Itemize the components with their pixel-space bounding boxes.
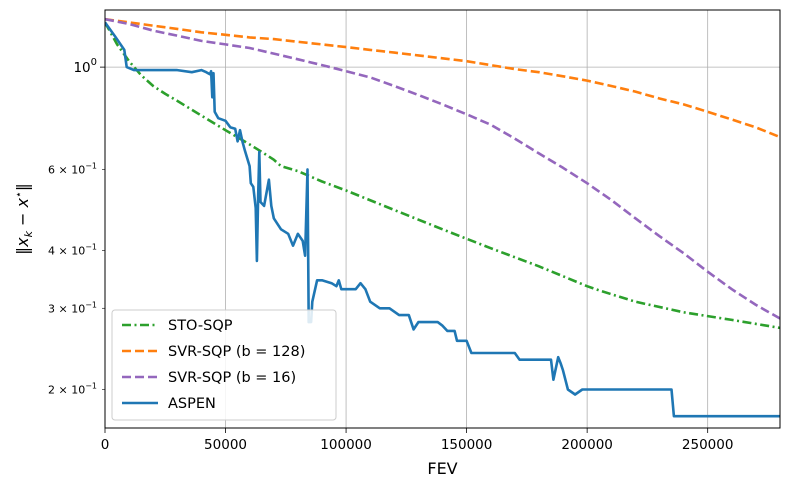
- x-axis-ticks: 0 50000 100000 150000 200000 250000: [101, 428, 734, 453]
- legend: STO-SQP SVR-SQP (b = 128) SVR-SQP (b = 16)…: [111, 309, 337, 421]
- legend-label: STO-SQP: [168, 318, 233, 334]
- y-minor-tick-label: 4 × 10−1: [48, 243, 97, 258]
- series-lines: [105, 17, 780, 418]
- x-axis-label: FEV: [427, 459, 457, 478]
- x-tick-label: 150000: [441, 437, 493, 453]
- legend-label: SVR-SQP (b = 128): [168, 344, 305, 360]
- x-tick-label: 100000: [320, 437, 372, 453]
- y-minor-tick-label: 6 × 10−1: [48, 161, 97, 176]
- plot-frame: [104, 9, 781, 429]
- series-line-1: [105, 21, 780, 330]
- series-line-2: [105, 17, 780, 139]
- x-tick-label: 0: [101, 437, 110, 453]
- series-line-4: [105, 21, 780, 418]
- x-tick-label: 50000: [204, 437, 247, 453]
- series-line-3: [105, 17, 780, 320]
- x-tick-label: 250000: [682, 437, 734, 453]
- legend-label: SVR-SQP (b = 16): [168, 370, 296, 386]
- y-minor-tick-label: 2 × 10−1: [48, 381, 97, 396]
- y-axis-label: ‖xk − x⋆‖: [12, 183, 35, 255]
- x-tick-label: 200000: [561, 437, 613, 453]
- y-tick-label: 100: [73, 57, 97, 76]
- legend-label: ASPEN: [168, 396, 216, 412]
- y-minor-tick-label: 3 × 10−1: [48, 300, 97, 315]
- legend-frame: [111, 309, 337, 421]
- y-axis-ticks: 100 2 × 10−1 3 × 10−1 4 × 10−1 6 × 10−1: [48, 57, 105, 396]
